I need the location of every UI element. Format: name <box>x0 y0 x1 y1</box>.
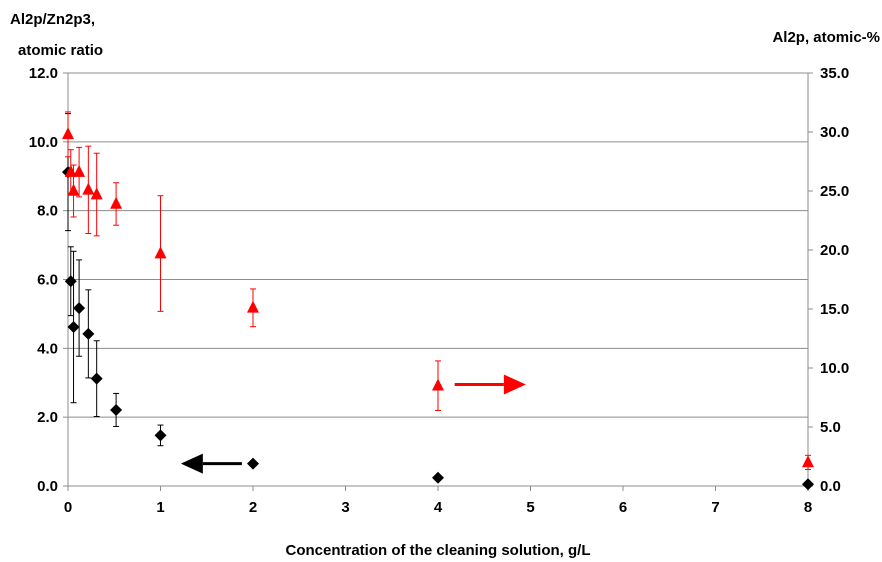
x-tick-label: 7 <box>711 499 719 516</box>
data-point-diamond <box>67 320 80 333</box>
y-ticks-right: 0.0 5.0 10.0 15.0 20.0 25.0 30.0 35.0 <box>820 65 849 495</box>
y-axis-title-left-line1: Al2p/Zn2p3, <box>10 11 95 28</box>
data-point-diamond <box>82 327 95 340</box>
y-ticks-left: 0.0 2.0 4.0 6.0 8.0 10.0 12.0 <box>29 65 58 495</box>
x-tick-label: 2 <box>249 499 257 516</box>
y-tick-label-left: 0.0 <box>37 478 58 495</box>
y-tick-label-right: 30.0 <box>820 124 849 141</box>
y-tick-label-left: 2.0 <box>37 409 58 426</box>
x-tick-label: 3 <box>341 499 349 516</box>
x-axis-title: Concentration of the cleaning solution, … <box>286 542 591 559</box>
x-tick-label: 0 <box>64 499 72 516</box>
data-point-triangle <box>110 196 123 209</box>
arrows-layer <box>180 374 526 474</box>
data-point-triangle <box>247 300 259 313</box>
data-point-triangle <box>67 183 80 196</box>
data-point-triangle <box>154 246 167 259</box>
x-tick-label: 5 <box>526 499 534 516</box>
y-tick-label-left: 12.0 <box>29 65 58 82</box>
y-axis-title-right: Al2p, atomic-% <box>772 29 880 46</box>
y-tick-label-left: 10.0 <box>29 134 58 151</box>
series-diamond <box>62 113 814 491</box>
data-point-diamond <box>110 403 123 416</box>
x-tick-label: 4 <box>434 499 443 516</box>
y-tick-label-right: 15.0 <box>820 301 849 318</box>
gridlines <box>68 72 808 418</box>
y-tick-label-right: 35.0 <box>820 65 849 82</box>
y-axis-title-left-line2: atomic ratio <box>18 42 103 59</box>
data-point-triangle <box>802 455 814 468</box>
y-tick-label-left: 6.0 <box>37 272 58 289</box>
data-point-diamond <box>432 471 444 484</box>
data-point-diamond <box>247 457 259 470</box>
data-point-triangle <box>62 127 74 140</box>
data-point-diamond <box>73 302 86 315</box>
y-tick-label-left: 8.0 <box>37 203 58 220</box>
x-tick-label: 1 <box>156 499 164 516</box>
x-ticks: 0 1 2 3 4 5 6 7 8 <box>64 499 812 516</box>
y-tick-label-left: 4.0 <box>37 340 58 357</box>
arrow-head <box>180 453 203 474</box>
y-tick-label-right: 5.0 <box>820 419 841 436</box>
data-point-diamond <box>90 372 103 385</box>
data-point-diamond <box>64 275 77 288</box>
arrow-head <box>503 374 526 395</box>
y-tick-label-right: 25.0 <box>820 183 849 200</box>
x-tick-label: 8 <box>804 499 812 516</box>
series-layer <box>62 111 814 491</box>
y-tick-label-right: 0.0 <box>820 478 841 495</box>
data-point-diamond <box>154 429 167 442</box>
data-point-triangle <box>82 182 95 195</box>
axes <box>63 72 813 491</box>
data-point-diamond <box>802 478 814 491</box>
data-point-triangle <box>432 378 444 391</box>
data-point-triangle <box>90 187 103 200</box>
x-tick-label: 6 <box>619 499 627 516</box>
data-point-triangle <box>73 164 86 177</box>
series-triangle <box>62 111 814 470</box>
y-tick-label-right: 20.0 <box>820 242 849 259</box>
y-tick-label-right: 10.0 <box>820 360 849 377</box>
